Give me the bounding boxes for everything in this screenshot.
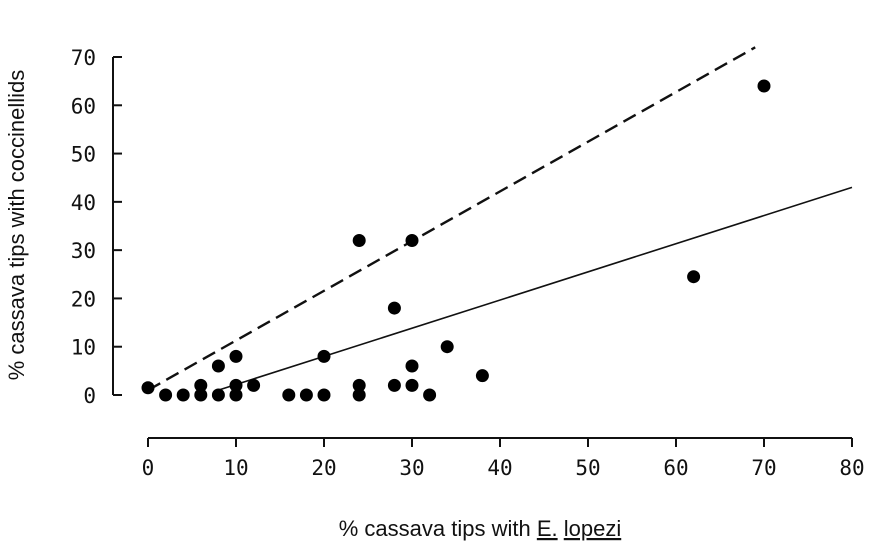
data-point	[475, 369, 489, 383]
data-point	[405, 233, 419, 247]
data-point	[247, 378, 261, 392]
data-point	[211, 359, 225, 373]
data-point	[387, 378, 401, 392]
x-axis-title-species: lopezi	[564, 516, 621, 541]
dashed-regression-line	[147, 46, 756, 392]
x-tick-label: 80	[839, 456, 864, 480]
x-tick-label: 30	[399, 456, 424, 480]
x-axis-title: % cassava tips with E. lopezi	[339, 516, 621, 541]
data-point	[352, 388, 366, 402]
data-point	[194, 378, 208, 392]
data-point	[317, 349, 331, 363]
data-point	[757, 79, 771, 93]
data-point	[159, 388, 173, 402]
x-tick-label: 20	[311, 456, 336, 480]
y-tick-label: 50	[71, 143, 96, 167]
y-tick-label: 0	[83, 384, 96, 408]
data-point	[141, 381, 155, 395]
x-tick-label: 70	[751, 456, 776, 480]
data-point	[229, 378, 243, 392]
data-point	[211, 388, 225, 402]
data-points	[141, 79, 771, 402]
data-point	[299, 388, 313, 402]
x-tick-label: 50	[575, 456, 600, 480]
data-point	[405, 378, 419, 392]
y-axis-title: % cassava tips with coccinellids	[4, 70, 29, 381]
ticks: 0 10 20 30 40 50 60 70 80 0 10 20 30 40 50 60 70	[71, 46, 865, 480]
data-point	[440, 340, 454, 354]
data-point	[229, 349, 243, 363]
x-axis-title-prefix: % cassava tips with	[339, 516, 537, 541]
data-point	[282, 388, 296, 402]
data-point	[176, 388, 190, 402]
solid-regression-line	[218, 186, 853, 391]
y-tick-label: 20	[71, 287, 96, 311]
data-point	[229, 388, 243, 402]
data-point	[405, 359, 419, 373]
data-point	[352, 233, 366, 247]
data-point	[687, 270, 701, 284]
x-tick-label: 10	[223, 456, 248, 480]
x-tick-label: 0	[142, 456, 155, 480]
x-tick-label: 40	[487, 456, 512, 480]
data-point	[423, 388, 437, 402]
trend-lines	[147, 46, 853, 392]
data-point	[352, 378, 366, 392]
data-point	[194, 388, 208, 402]
x-tick-label: 60	[663, 456, 688, 480]
y-tick-label: 30	[71, 239, 96, 263]
y-tick-label: 40	[71, 191, 96, 215]
data-point	[317, 388, 331, 402]
y-tick-label: 10	[71, 336, 96, 360]
x-axis-title-genus: E.	[537, 516, 558, 541]
y-tick-label: 70	[71, 46, 96, 70]
data-point	[387, 301, 401, 315]
y-tick-label: 60	[71, 94, 96, 118]
